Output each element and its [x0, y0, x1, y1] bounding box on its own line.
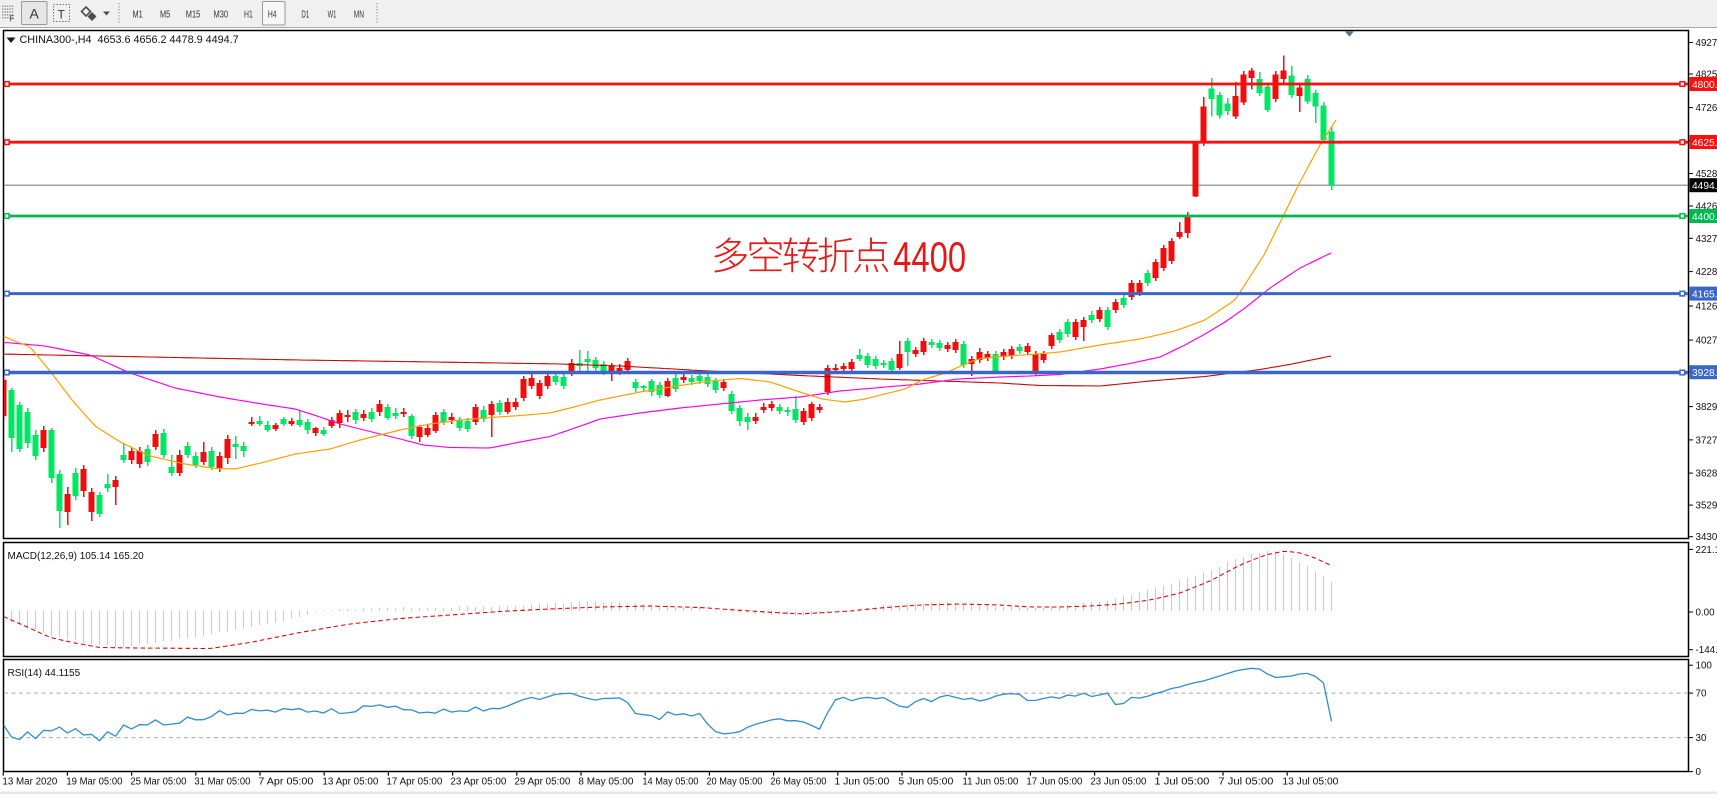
svg-text:MN: MN [354, 10, 364, 21]
svg-text:17 Jun 05:00: 17 Jun 05:00 [1026, 776, 1083, 787]
svg-text:25 Mar 05:00: 25 Mar 05:00 [130, 776, 187, 787]
svg-text:4400: 4400 [893, 233, 966, 281]
svg-text:4165.: 4165. [1692, 289, 1717, 300]
svg-text:CHINA300-,H4 4653.6 4656.2 44: CHINA300-,H4 4653.6 4656.2 4478.9 4494.7 [20, 34, 239, 46]
svg-text:M30: M30 [214, 10, 229, 21]
svg-text:17 Apr 05:00: 17 Apr 05:00 [386, 776, 443, 787]
svg-text:4494.: 4494. [1692, 181, 1717, 192]
svg-text:13 Jul 05:00: 13 Jul 05:00 [1282, 776, 1339, 787]
svg-text:4927.3: 4927.3 [1696, 38, 1717, 49]
svg-text:4027.7: 4027.7 [1696, 336, 1717, 347]
svg-text:14 May 05:00: 14 May 05:00 [642, 776, 699, 787]
svg-text:4228.6: 4228.6 [1696, 267, 1717, 278]
svg-text:4800.: 4800. [1692, 80, 1717, 91]
svg-text:5 Jun 05:00: 5 Jun 05:00 [898, 776, 954, 787]
svg-text:4625.: 4625. [1692, 138, 1717, 149]
svg-text:W1: W1 [328, 10, 337, 21]
svg-text:13 Mar 2020: 13 Mar 2020 [2, 776, 58, 787]
svg-text:3829.8: 3829.8 [1696, 402, 1717, 413]
svg-text:MACD(12,26,9) 105.14 165.20: MACD(12,26,9) 105.14 165.20 [8, 551, 145, 562]
svg-text:3529.0: 3529.0 [1696, 501, 1717, 512]
svg-text:3928.: 3928. [1692, 368, 1717, 379]
svg-text:3430.0: 3430.0 [1696, 532, 1717, 543]
svg-text:4726.4: 4726.4 [1696, 103, 1717, 114]
svg-text:70: 70 [1696, 689, 1707, 700]
svg-text:1 Jul 05:00: 1 Jul 05:00 [1154, 776, 1210, 787]
svg-text:23 Apr 05:00: 23 Apr 05:00 [450, 776, 507, 787]
svg-text:4126.7: 4126.7 [1696, 302, 1717, 313]
svg-text:M1: M1 [133, 10, 144, 21]
svg-text:7 Jul 05:00: 7 Jul 05:00 [1218, 776, 1274, 787]
svg-text:100: 100 [1696, 661, 1713, 672]
svg-text:4327.6: 4327.6 [1696, 234, 1717, 245]
svg-text:0.00: 0.00 [1696, 608, 1716, 619]
svg-text:-144.8: -144.8 [1696, 645, 1717, 656]
svg-text:26 May 05:00: 26 May 05:00 [770, 776, 827, 787]
svg-text:29 Apr 05:00: 29 Apr 05:00 [514, 776, 571, 787]
svg-text:8 May 05:00: 8 May 05:00 [578, 776, 634, 787]
svg-text:19 Mar 05:00: 19 Mar 05:00 [66, 776, 123, 787]
svg-text:3727.9: 3727.9 [1696, 435, 1717, 446]
svg-text:H1: H1 [244, 10, 253, 21]
svg-text:H4: H4 [268, 10, 277, 21]
svg-text:F: F [9, 14, 14, 24]
svg-text:221.13: 221.13 [1696, 545, 1717, 556]
svg-text:RSI(14) 44.1155: RSI(14) 44.1155 [8, 668, 81, 679]
svg-text:13 Apr 05:00: 13 Apr 05:00 [322, 776, 379, 787]
svg-text:T: T [58, 8, 66, 22]
svg-text:7 Apr 05:00: 7 Apr 05:00 [258, 776, 314, 787]
svg-text:3628.9: 3628.9 [1696, 469, 1717, 480]
svg-text:11 Jun 05:00: 11 Jun 05:00 [962, 776, 1019, 787]
svg-text:1 Jun 05:00: 1 Jun 05:00 [834, 776, 890, 787]
svg-text:20 May 05:00: 20 May 05:00 [706, 776, 763, 787]
svg-text:4400.: 4400. [1692, 212, 1717, 223]
svg-text:A: A [30, 6, 40, 22]
svg-text:31 Mar 05:00: 31 Mar 05:00 [194, 776, 251, 787]
svg-text:M15: M15 [186, 10, 201, 21]
svg-text:D1: D1 [301, 10, 309, 21]
svg-text:M5: M5 [160, 10, 171, 21]
svg-text:0: 0 [1696, 767, 1702, 778]
svg-text:23 Jun 05:00: 23 Jun 05:00 [1090, 776, 1147, 787]
svg-text:30: 30 [1696, 733, 1707, 744]
